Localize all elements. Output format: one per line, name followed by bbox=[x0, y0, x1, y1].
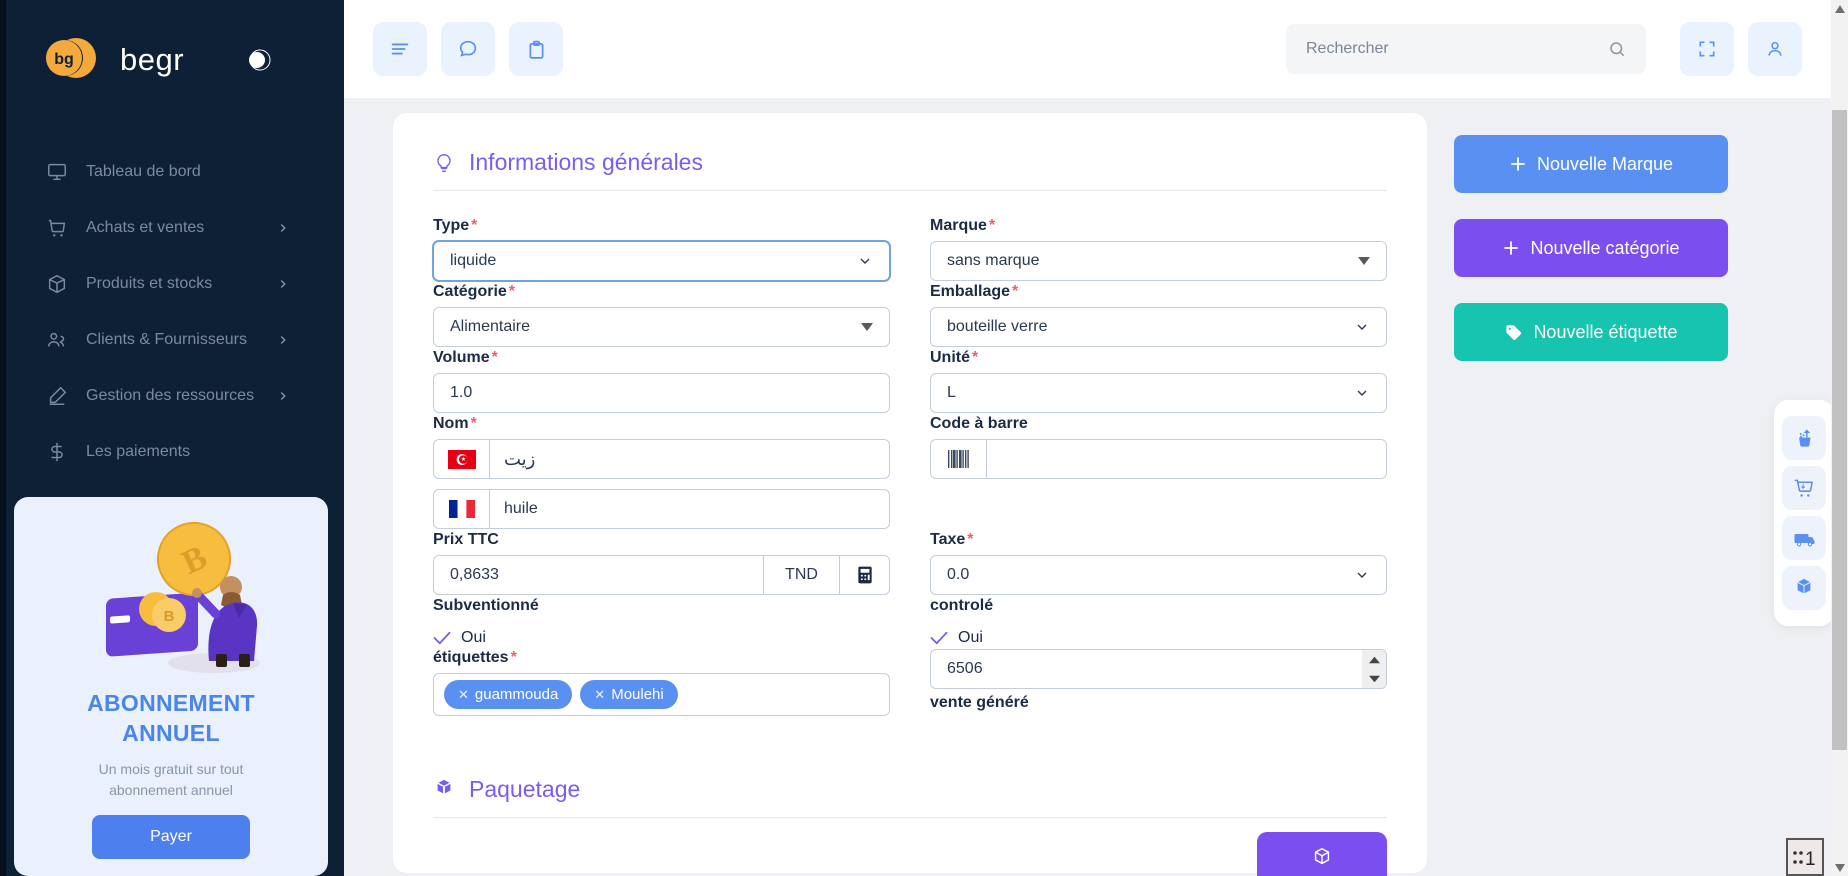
svg-text:bg: bg bbox=[54, 51, 74, 68]
svg-text:1: 1 bbox=[1805, 849, 1816, 868]
svg-text:begr: begr bbox=[120, 43, 184, 77]
svg-text:B: B bbox=[164, 608, 175, 625]
